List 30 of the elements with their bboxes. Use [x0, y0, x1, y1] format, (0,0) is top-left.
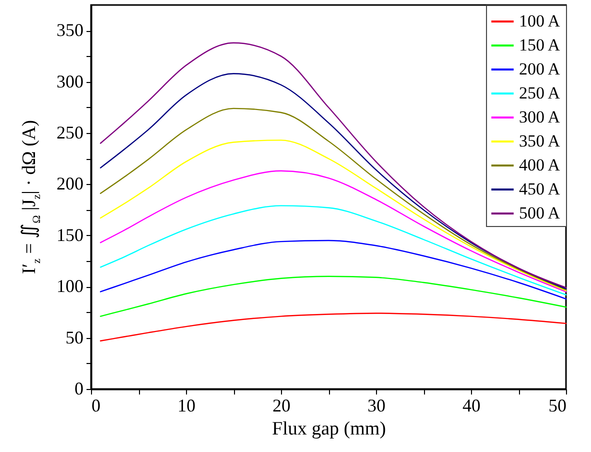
legend-label: 250 A — [519, 84, 561, 102]
legend-label: 350 A — [519, 132, 561, 150]
y-tick-label: 50 — [66, 327, 84, 348]
legend-label: 100 A — [519, 12, 561, 30]
y-tick-label: 150 — [56, 224, 84, 245]
legend-label: 400 A — [519, 156, 561, 174]
legend-label: 150 A — [519, 36, 561, 54]
line-series — [100, 312, 567, 342]
y-tick-label: 250 — [56, 122, 84, 142]
line-series — [100, 170, 567, 292]
legend-label: 300 A — [519, 108, 561, 126]
x-tick-label: 30 — [368, 396, 386, 416]
x-tick-label: 10 — [178, 396, 196, 416]
y-tick-label: 100 — [56, 276, 84, 296]
y-tick-label: 350 — [56, 20, 84, 40]
x-tick-label: 0 — [92, 396, 100, 416]
legend-label: 500 A — [519, 204, 561, 222]
legend-label: 450 A — [519, 180, 561, 198]
x-axis-title: Flux gap (mm) — [272, 418, 386, 440]
line-series — [100, 240, 567, 300]
y-tick-label: 0 — [74, 378, 84, 398]
legend-label: 200 A — [519, 60, 561, 78]
line-series — [100, 276, 567, 317]
x-tick-label: 40 — [462, 396, 480, 416]
line-series — [100, 205, 567, 296]
y-tick-label: 200 — [56, 174, 84, 194]
x-tick-label: 50 — [548, 396, 566, 416]
y-tick-label: 300 — [56, 71, 84, 92]
x-tick-label: 20 — [272, 396, 290, 416]
line-series — [100, 108, 567, 290]
